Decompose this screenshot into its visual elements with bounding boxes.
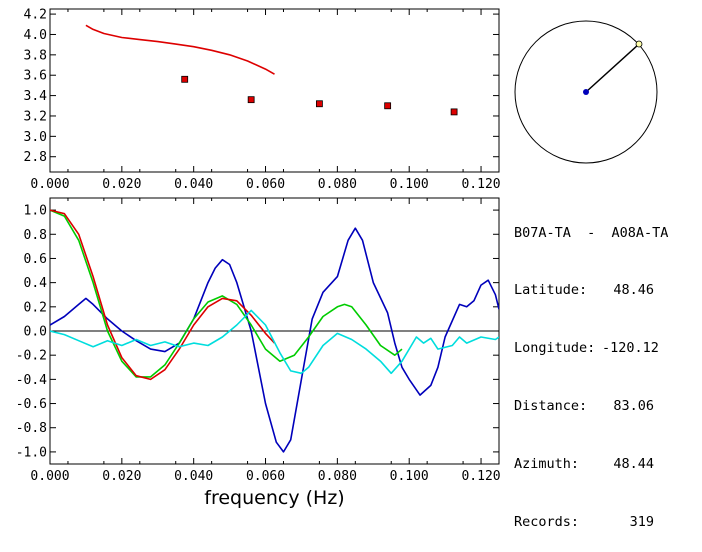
y-tick-label: 0.0 xyxy=(24,325,47,340)
y-tick-label: 4.0 xyxy=(24,28,47,43)
x-axis-label: frequency (Hz) xyxy=(204,487,344,509)
velocity-chart: 0.000 0.020 0.040 0.060 0.080 0.100 0.120 2.8 3.… xyxy=(24,8,501,192)
info-label: Records: xyxy=(514,514,580,531)
info-value: 48.46 xyxy=(613,282,654,299)
y-tick-label: 3.4 xyxy=(24,89,48,104)
data-point xyxy=(181,75,189,83)
info-row-records: Records: 319 xyxy=(514,513,668,532)
y-tick-label: 3.0 xyxy=(24,130,47,145)
series-line-2 xyxy=(50,209,276,381)
x-tick-label: 0.060 xyxy=(246,177,285,192)
info-row-azimuth: Azimuth: 48.44 xyxy=(514,455,668,474)
series-line-0 xyxy=(85,24,275,75)
y-tick-label: 0.4 xyxy=(24,276,48,291)
station-marker-2 xyxy=(635,40,643,48)
coherency-chart: 0.000 0.020 0.040 0.060 0.080 0.100 0.120 1.0 0.… xyxy=(16,197,501,509)
info-label: Longitude: xyxy=(514,340,596,357)
y-tick-label: 4.2 xyxy=(24,8,47,23)
x-tick-label: 0.000 xyxy=(30,177,69,192)
station-info-panel: B07A-TA - A08A-TA Latitude: 48.46 Longitu… xyxy=(514,185,668,552)
x-tick-label: 0.040 xyxy=(174,469,213,484)
info-row-longitude: Longitude: -120.12 xyxy=(514,339,668,358)
y-tick-label: -1.0 xyxy=(16,445,47,460)
x-tick-label: 0.020 xyxy=(102,469,141,484)
info-value: 83.06 xyxy=(613,398,654,415)
data-point xyxy=(315,100,323,108)
info-row-distance: Distance: 83.06 xyxy=(514,397,668,416)
azimuth-line xyxy=(585,43,640,93)
y-tick-label: -0.6 xyxy=(16,397,47,412)
data-point xyxy=(247,96,255,104)
x-tick-label: 0.100 xyxy=(390,469,429,484)
y-tick-label: -0.4 xyxy=(16,373,47,388)
y-tick-label: 1.0 xyxy=(24,204,47,219)
y-tick-label: 0.6 xyxy=(24,252,47,267)
info-value: -120.12 xyxy=(602,340,659,357)
data-point xyxy=(384,102,392,110)
data-point xyxy=(450,108,458,116)
series-line-3 xyxy=(50,309,499,375)
y-tick-label: -0.8 xyxy=(16,421,47,436)
azimuth-map xyxy=(514,20,658,164)
info-value: 319 xyxy=(629,514,654,531)
y-tick-label: 3.8 xyxy=(24,48,47,63)
x-tick-label: 0.060 xyxy=(246,469,285,484)
station-pair-title: B07A-TA - A08A-TA xyxy=(514,224,669,241)
plot-frame xyxy=(49,8,500,173)
y-tick-label: 3.6 xyxy=(24,69,47,84)
info-label: Azimuth: xyxy=(514,456,580,473)
x-tick-label: 0.100 xyxy=(390,177,429,192)
x-tick-label: 0.080 xyxy=(318,177,357,192)
x-tick-label: 0.040 xyxy=(174,177,213,192)
map-circle xyxy=(514,20,658,164)
info-value: 48.44 xyxy=(613,456,654,473)
y-tick-label: 3.2 xyxy=(24,109,47,124)
figure: 0.000 0.020 0.040 0.060 0.080 0.100 0.120 2.8 3.… xyxy=(16,8,658,509)
x-tick-label: 0.120 xyxy=(461,469,500,484)
series-line-1 xyxy=(50,209,403,378)
info-label: Distance: xyxy=(514,398,588,415)
y-tick-label: 2.8 xyxy=(24,150,47,165)
station-marker xyxy=(583,89,589,95)
x-tick-label: 0.080 xyxy=(318,469,357,484)
y-tick-label: -0.2 xyxy=(16,349,47,364)
x-tick-label: 0.000 xyxy=(30,469,69,484)
info-row-latitude: Latitude: 48.46 xyxy=(514,281,668,300)
x-tick-label: 0.120 xyxy=(461,177,500,192)
info-label: Latitude: xyxy=(514,282,588,299)
x-tick-label: 0.020 xyxy=(102,177,141,192)
y-tick-label: 0.8 xyxy=(24,228,47,243)
y-tick-label: 0.2 xyxy=(24,300,47,315)
